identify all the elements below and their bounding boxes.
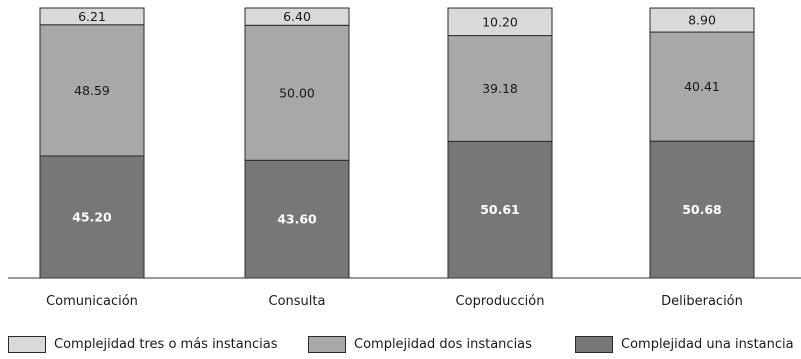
- bar-comunicacion-series-3: [39, 7, 145, 26]
- bar-consulta-series-2: [244, 24, 350, 161]
- bar-coproduccion-series-3: [447, 7, 553, 37]
- category-label-comunicacion: Comunicación: [46, 294, 138, 309]
- bar-consulta-series-1: [244, 159, 350, 279]
- category-labels-group: Comunicación Consulta Coproducción Delibera…: [46, 294, 743, 309]
- bar-comunicacion-series-2: [39, 24, 145, 157]
- bar-deliberacion-series-2: [649, 31, 755, 142]
- value-label-comunicacion-series-3: 6.21: [78, 9, 106, 24]
- value-label-coproduccion-series-1: 50.61: [480, 202, 520, 217]
- value-label-deliberacion-series-1: 50.68: [682, 202, 722, 217]
- value-label-comunicacion-series-1: 45.20: [72, 209, 112, 224]
- value-label-coproduccion-series-2: 39.18: [482, 81, 518, 96]
- bars-group: [39, 7, 755, 279]
- bar-deliberacion-series-3: [649, 7, 755, 33]
- value-label-comunicacion-series-2: 48.59: [74, 83, 110, 98]
- value-label-consulta-series-3: 6.40: [283, 9, 311, 24]
- value-label-deliberacion-series-2: 40.41: [684, 79, 720, 94]
- bar-coproduccion-series-1: [447, 140, 553, 279]
- category-label-coproduccion: Coproducción: [456, 294, 545, 309]
- value-label-consulta-series-2: 50.00: [279, 85, 315, 100]
- value-labels-group: 45.20 48.59 6.21 43.60 50.00 6.40 50.61 39.18 10…: [72, 9, 722, 227]
- bar-comunicacion-series-1: [39, 155, 145, 279]
- value-label-deliberacion-series-3: 8.90: [688, 13, 716, 28]
- bar-deliberacion-series-1: [649, 140, 755, 279]
- category-label-consulta: Consulta: [269, 294, 326, 309]
- bar-consulta-series-3: [244, 7, 350, 26]
- bar-coproduccion-series-2: [447, 35, 553, 142]
- category-label-deliberacion: Deliberación: [661, 294, 743, 309]
- value-label-consulta-series-1: 43.60: [277, 212, 317, 227]
- value-label-coproduccion-series-3: 10.20: [482, 14, 518, 29]
